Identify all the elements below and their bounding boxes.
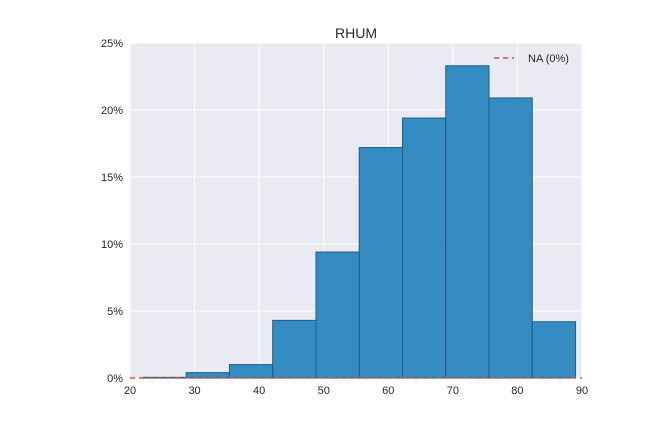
histogram-bar [531,321,577,379]
plot-area [129,42,583,379]
y-tick-label: 15% [101,172,123,184]
x-tick-label: 80 [511,385,523,397]
x-tick-label: 40 [253,385,265,397]
y-tick-label: 25% [101,38,123,50]
histogram-bar [358,147,403,379]
histogram-bar [272,319,317,379]
x-tick-label: 90 [576,385,588,397]
histogram-bar [488,97,533,379]
x-tick-label: 50 [318,385,330,397]
histogram-bar [315,251,360,379]
y-tick-label: 20% [101,105,123,117]
histogram-bar [185,372,230,379]
histogram-bar [228,364,274,379]
x-tick-label: 60 [382,385,394,397]
x-tick-label: 20 [124,385,136,397]
x-tick-label: 30 [188,385,200,397]
y-tick-label: 10% [101,239,123,251]
legend-na-label: NA (0%) [528,53,569,65]
histogram-bar [445,65,490,379]
y-tick-label: 5% [107,306,123,318]
y-tick-label: 0% [107,373,123,385]
x-tick-label: 70 [447,385,459,397]
chart-title: RHUM [335,25,377,41]
legend: NA (0%) [494,53,569,65]
histogram-bar [401,117,447,379]
